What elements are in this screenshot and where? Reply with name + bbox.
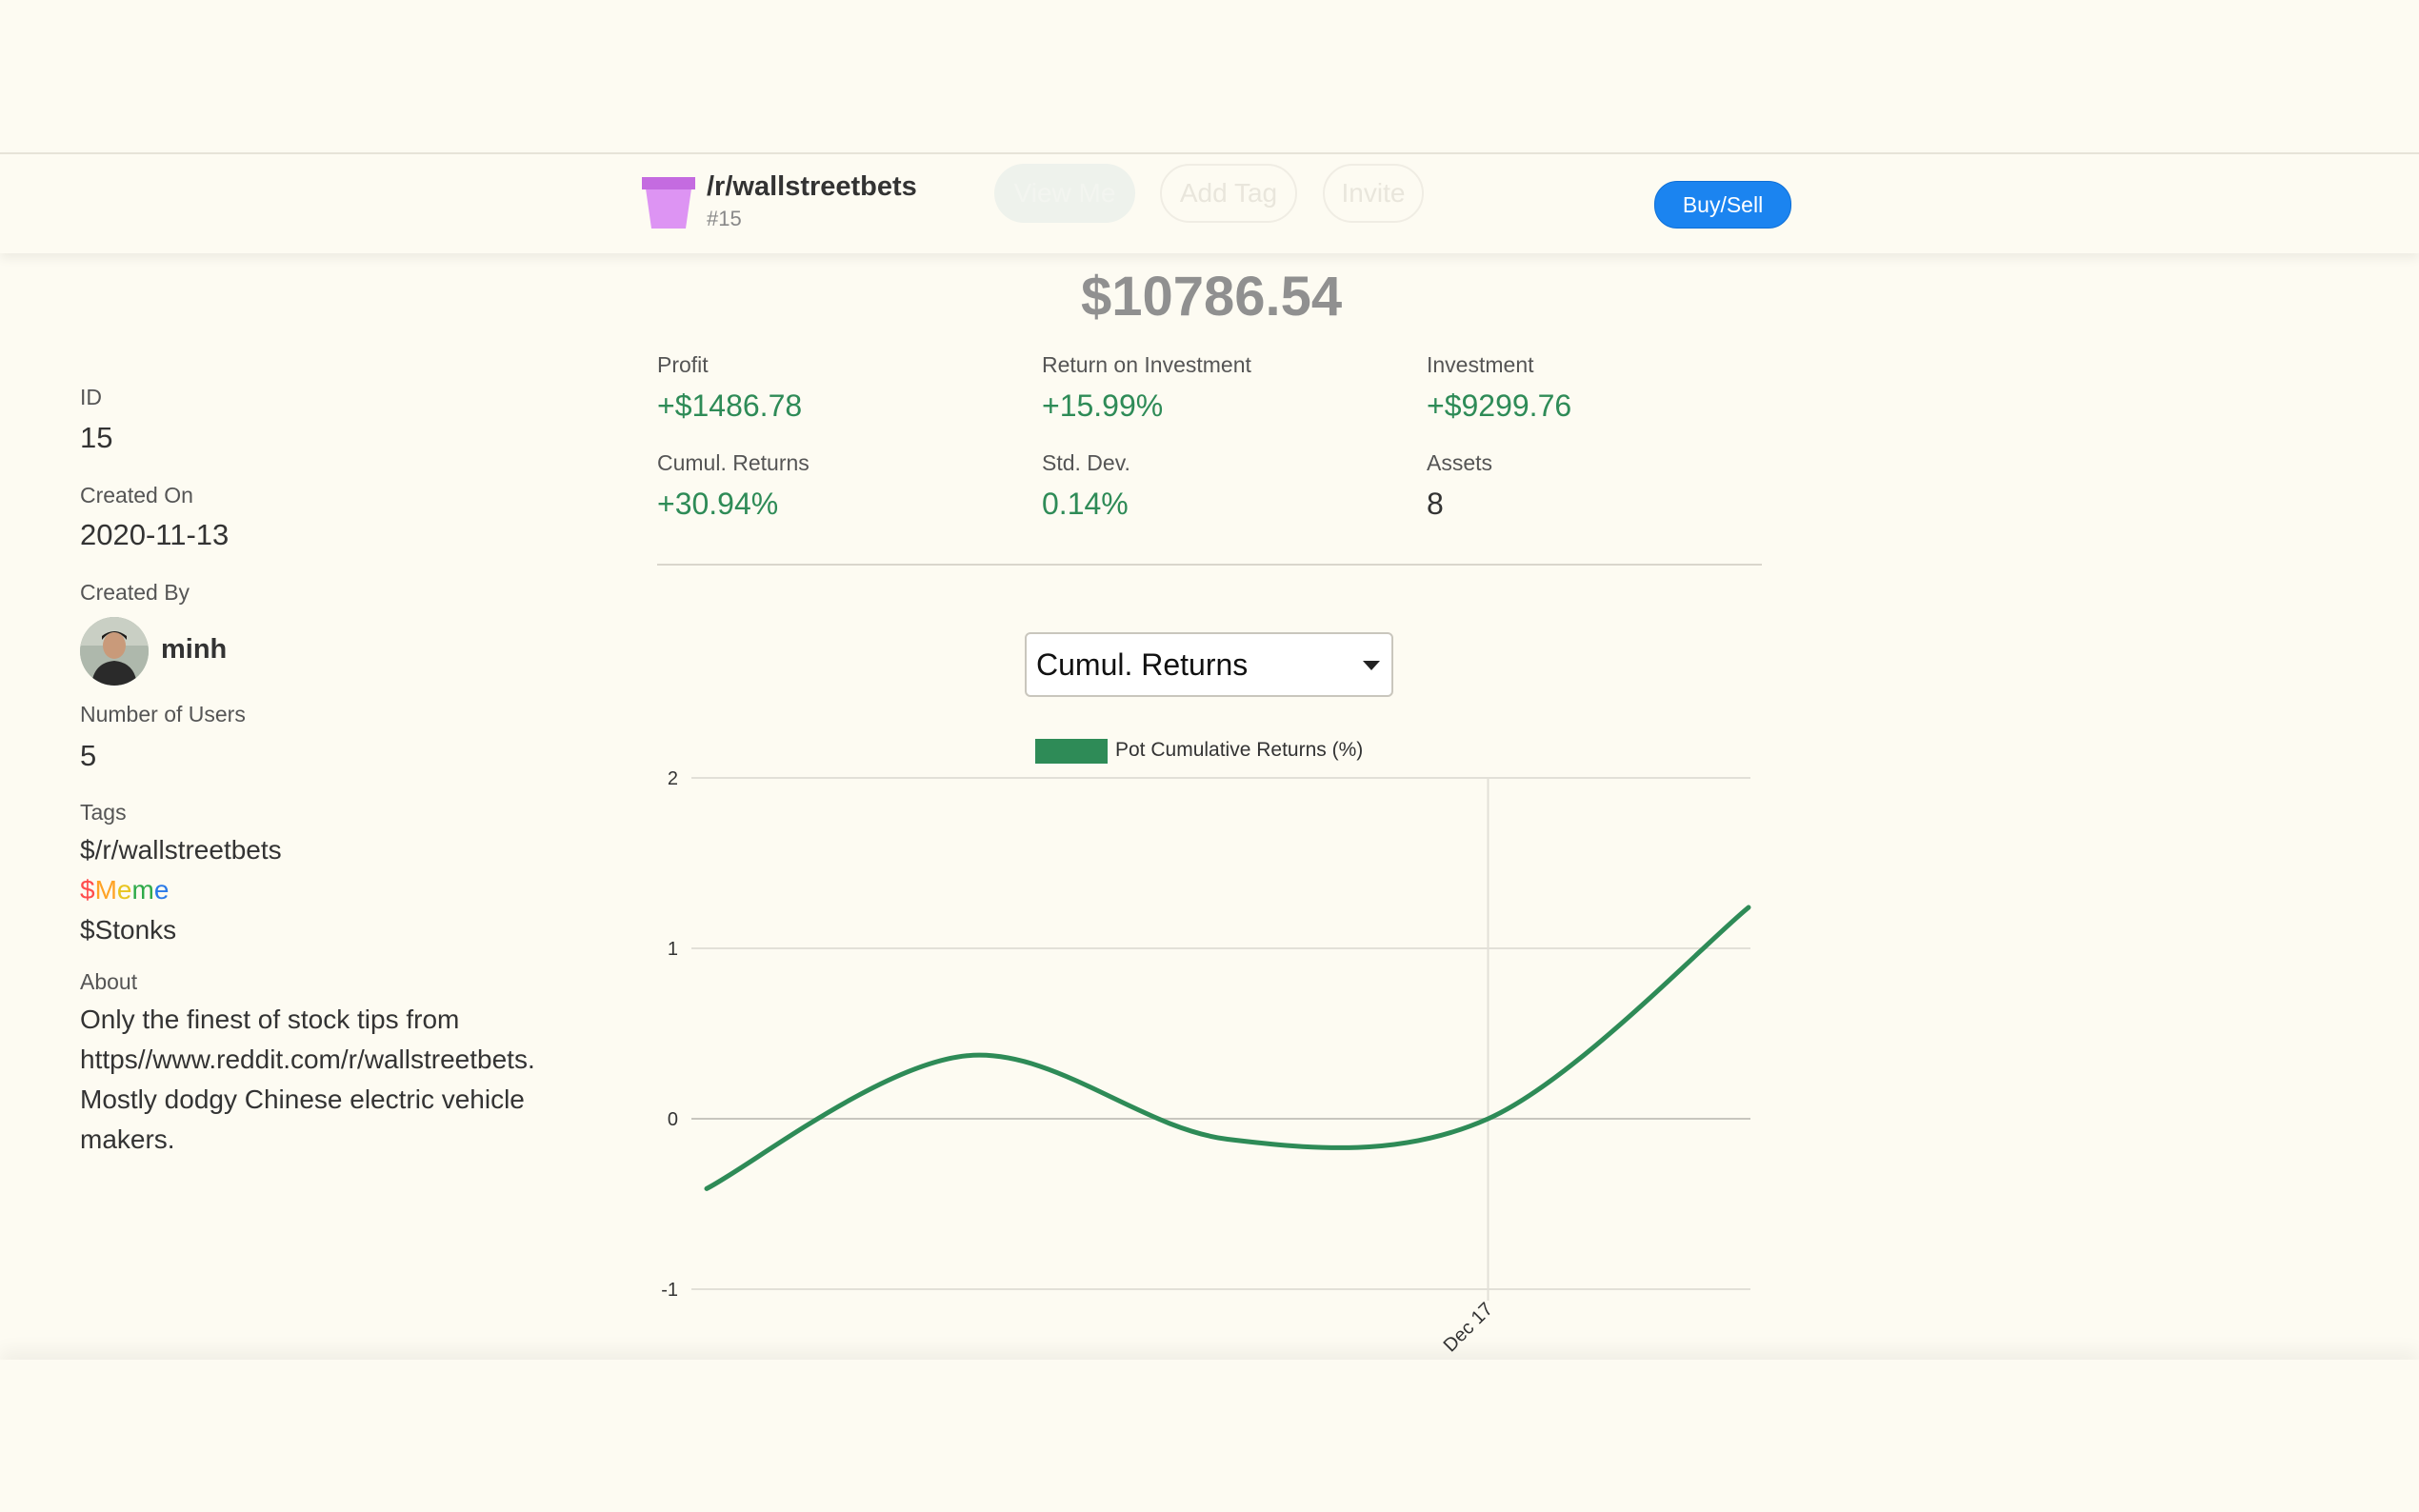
pot-title: /r/wallstreetbets [707,171,917,202]
tag-meme-char: m [131,875,154,905]
created-by-label: Created By [80,580,190,605]
stat-roi-value: +15.99% [1042,388,1164,423]
creator-username[interactable]: minh [161,634,228,665]
users-value: 5 [80,739,97,772]
stat-assets-value: 8 [1427,487,1444,521]
id-value: 15 [80,421,113,454]
avatar-image [80,617,149,686]
id-label: ID [80,385,102,409]
y-tick-label: 2 [668,768,678,789]
pot-header [0,152,2419,253]
add-tag-button[interactable]: Add Tag [1160,164,1297,223]
tag-meme-char: $ [80,875,95,905]
y-tick-label: 1 [668,939,678,960]
y-tick-label: -1 [661,1280,678,1301]
pot-number: #15 [707,207,742,230]
chart-metric-select-value: Cumul. Returns [1036,647,1249,682]
legend-label[interactable]: Pot Cumulative Returns (%) [1115,739,1364,761]
tag-meme[interactable]: $Meme [80,875,169,905]
footer-area [0,1360,2419,1512]
returns-chart: -1 0 1 2 Dec 17 [661,768,1751,1356]
top-banner [0,0,2419,152]
pot-icon [642,177,695,229]
tag-meme-char: e [116,875,132,905]
stat-cumul-returns-label: Cumul. Returns [657,450,810,475]
chart-metric-select[interactable]: Cumul. Returns [1025,632,1393,697]
about-text: Only the finest of stock tips from https… [80,1005,535,1154]
series-line [704,905,1751,1191]
stat-profit-label: Profit [657,352,709,377]
about-label: About [80,969,138,994]
stat-std-dev-value: 0.14% [1042,487,1129,521]
x-tick-label: Dec 17 [1440,1299,1497,1356]
stat-assets-label: Assets [1427,450,1493,475]
tag-meme-char: e [153,875,170,905]
chart-y-ticks: -1 0 1 2 [661,768,678,1301]
chart-grid [691,777,1750,1290]
view-me-button[interactable]: View Me [994,164,1135,223]
stats-divider [657,564,1762,566]
stat-investment-label: Investment [1427,352,1534,377]
users-label: Number of Users [80,702,246,726]
tag-wallstreetbets[interactable]: $/r/wallstreetbets [80,835,282,865]
pot-icon-body [646,189,691,229]
y-tick-label: 0 [668,1109,678,1130]
tags-label: Tags [80,800,127,825]
pot-icon-rim [642,177,695,189]
stat-roi-label: Return on Investment [1042,352,1251,377]
tag-stonks[interactable]: $Stonks [80,915,177,945]
created-on-value: 2020-11-13 [80,518,230,551]
buy-sell-button[interactable]: Buy/Sell [1654,181,1791,229]
avatar[interactable] [80,617,149,686]
created-on-label: Created On [80,483,193,507]
legend-swatch[interactable] [1035,739,1108,764]
total-value: $10786.54 [1081,266,1343,328]
stat-cumul-returns-value: +30.94% [657,487,779,521]
tag-meme-char: M [94,875,117,905]
invite-button[interactable]: Invite [1323,164,1424,223]
stat-profit-value: +$1486.78 [657,388,803,423]
stat-std-dev-label: Std. Dev. [1042,450,1130,475]
stat-investment-value: +$9299.76 [1427,388,1572,423]
caret-down-icon [1363,661,1380,670]
